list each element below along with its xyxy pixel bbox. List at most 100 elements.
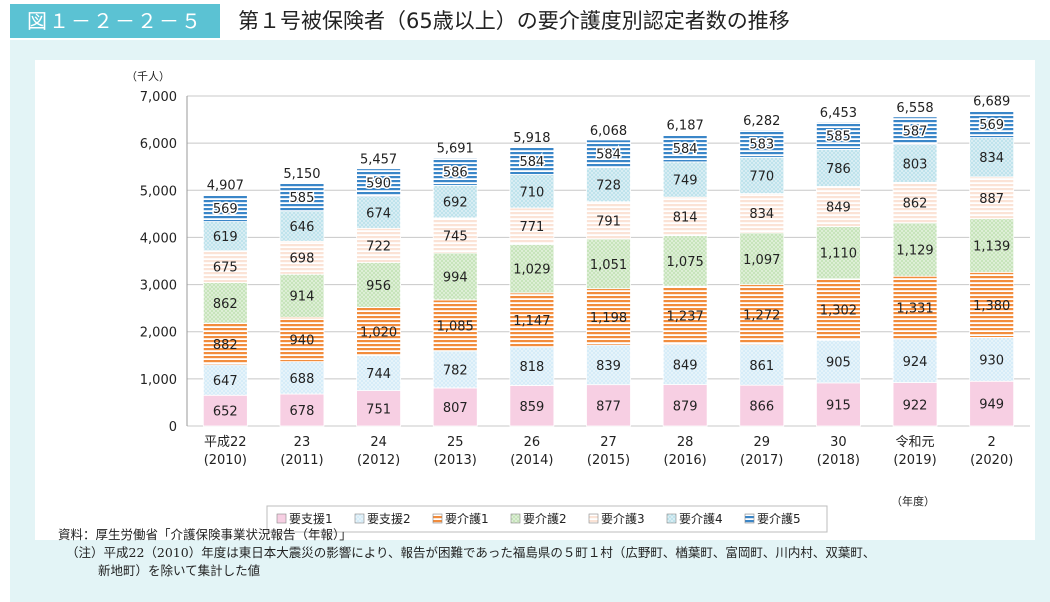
bars: 652 647 882 862 675 619 569 4,907 678 688 940 914 69… [202,95,1015,427]
data-label: 930 [979,353,1004,368]
x-tick-label: (2020) [970,453,1013,468]
bar-segment [816,382,861,427]
data-label: 849 [673,359,698,374]
x-tick-label: 26 [524,435,541,450]
x-tick-label: (2018) [817,453,860,468]
data-label: 569 [979,118,1004,133]
data-label: 861 [749,359,774,374]
bar-segment [432,157,478,186]
bar-stack: 949 930 1,380 1,139 887 834 569 6,689 [969,95,1015,427]
total-label: 6,453 [820,106,857,121]
data-label: 692 [443,196,468,211]
bar-stack: 751 744 1,020 956 722 674 590 5,457 [356,153,401,427]
bar-segment [816,149,861,187]
data-label: 1,380 [973,299,1010,314]
y-tick-label: 4,000 [140,231,177,246]
bar-stack: 678 688 940 914 698 646 585 5,150 [279,167,325,427]
data-label: 940 [290,333,315,348]
y-unit-label: （千人） [126,70,170,83]
bar-segment [356,196,401,229]
data-label: 862 [903,197,928,212]
data-label: 1,085 [437,320,474,335]
legend-label: 要支援2 [367,512,411,526]
data-label: 584 [519,155,544,170]
x-tick-label: (2014) [510,453,553,468]
bar-segment [662,133,708,163]
data-label: 862 [213,297,238,312]
bar-stack: 922 924 1,331 1,129 862 803 587 6,558 [892,101,938,427]
data-label: 803 [903,157,928,172]
bar-segment [356,390,401,427]
data-label: 866 [749,400,774,415]
data-label: 1,075 [667,255,704,270]
note-line-2: 新地町）を除いて集計した値 [98,563,261,578]
data-label: 1,139 [973,240,1010,255]
data-label: 710 [519,185,544,200]
data-label: 1,051 [590,258,627,273]
note-line-1: （注）平成22（2010）年度は東日本大震災の影響により、報告が困難であった福島… [66,545,876,560]
data-label: 745 [443,230,468,245]
bar-segment [969,110,1015,138]
legend: 要支援1 要支援2 要介護1 要介護2 要介護3 要介護4 要介護5 [266,505,828,533]
legend-label: 要介護1 [445,511,489,526]
total-label: 5,918 [513,131,550,146]
figure-panel: 0 1,000 2,000 3,000 4,000 5,000 6,000 7,000 652… [10,40,1050,602]
data-label: 585 [826,130,851,145]
data-label: 877 [596,399,621,414]
legend-label: 要介護3 [601,511,645,526]
data-label: 584 [596,148,621,163]
bar-segment [202,364,248,396]
data-label: 834 [979,151,1004,166]
bar-segment [202,221,248,252]
x-tick-label: 29 [753,435,770,450]
bar-segment [509,146,555,175]
data-label: 771 [519,220,544,235]
bar-stack: 859 818 1,147 1,029 771 710 584 5,918 [509,131,555,427]
data-label: 782 [443,364,468,379]
bar-stack: 915 905 1,302 1,110 849 786 585 6,453 [816,106,861,427]
data-label: 905 [826,356,851,371]
legend-swatch [510,513,521,524]
data-label: 1,110 [820,247,857,262]
data-label: 807 [443,401,468,416]
y-axis: 0 1,000 2,000 3,000 4,000 5,000 6,000 7,000 [140,90,188,435]
bar-segment [432,184,478,219]
x-tick-label: (2012) [357,453,400,468]
data-label: 678 [290,404,315,419]
data-label: 586 [443,166,468,181]
legend-label: 要介護2 [523,511,567,526]
x-tick-label: 23 [294,435,311,450]
bar-segment [892,222,938,277]
figure-title: 第１号被保険者（65歳以上）の要介護度別認定者数の推移 [238,9,790,33]
figure-number-badge: 図１－２－２－５ [10,4,220,38]
bar-segment [279,361,325,395]
bar-segment [662,384,708,427]
data-label: 956 [366,279,391,294]
x-tick-label: (2015) [587,453,630,468]
bar-stack: 652 647 882 862 675 619 569 4,907 [202,179,248,427]
total-label: 4,907 [207,179,244,194]
bar-segment [739,129,785,158]
bar-segment [662,235,708,287]
bar-segment [202,282,248,324]
legend-swatch [666,513,677,524]
bar-segment [816,121,861,150]
legend-swatch [276,513,287,524]
legend-label: 要介護5 [757,511,801,526]
y-tick-label: 7,000 [140,90,177,105]
bar-segment [432,217,478,254]
x-tick-label: 25 [447,435,464,450]
bar-segment [586,288,631,346]
x-tick-label: (2016) [664,453,707,468]
legend-swatch [354,513,365,524]
bar-segment [279,316,325,363]
x-tick-label: (2011) [280,453,323,468]
data-label: 949 [979,398,1004,413]
bar-segment [432,299,478,352]
bar-segment [892,382,938,427]
data-label: 839 [596,359,621,374]
data-label: 749 [673,174,698,189]
bar-stack: 877 839 1,198 1,051 791 728 584 6,068 [586,124,631,427]
data-label: 1,198 [590,311,627,326]
